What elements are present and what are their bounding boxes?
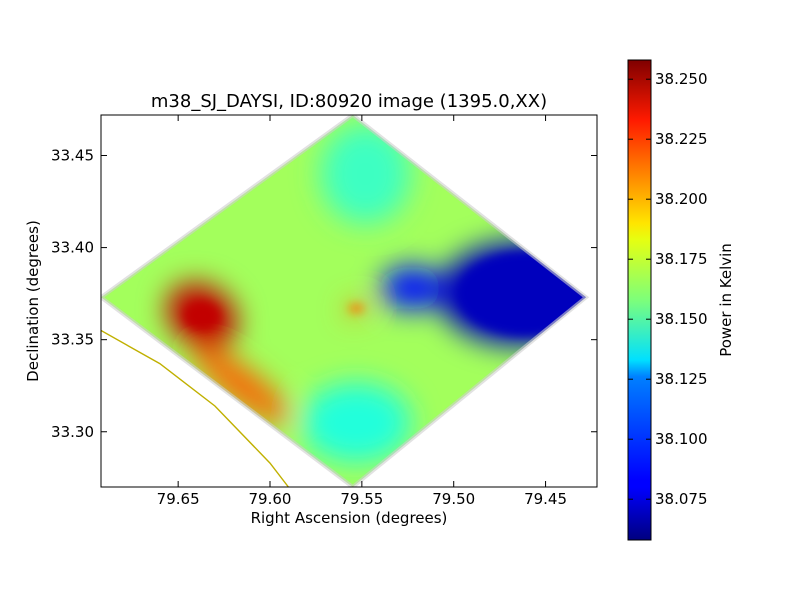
y-axis-label: Declination (degrees)	[24, 220, 42, 382]
y-tick-label: 33.40	[51, 239, 94, 257]
colorbar-gradient	[627, 59, 652, 541]
x-tick-label: 79.60	[249, 490, 292, 508]
x-axis-label: Right Ascension (degrees)	[251, 509, 448, 527]
colorbar-tick-label: 38.175	[655, 250, 708, 268]
colorbar-tick-label: 38.150	[655, 310, 708, 328]
colorbar-tick-label: 38.100	[655, 430, 708, 448]
y-tick-label: 33.30	[51, 423, 94, 441]
heatmap-warm-arm	[194, 346, 291, 425]
x-tick-label: 79.65	[157, 490, 200, 508]
contour-curve	[101, 329, 289, 487]
plot-frame	[100, 114, 598, 488]
x-tick-label: 79.45	[524, 490, 567, 508]
y-tick-label: 33.45	[51, 147, 94, 165]
colorbar-ticks: 38.075 38.100 38.125 38.150 38.175 38.200 38.2…	[628, 70, 708, 508]
heatmap-cyan-bottom	[301, 382, 412, 463]
colorbar-tick-label: 38.225	[655, 130, 708, 148]
x-tick-label: 79.50	[432, 490, 475, 508]
colorbar: 38.075 38.100 38.125 38.150 38.175 38.200 38.2…	[627, 59, 735, 541]
y-axis: 33.30 33.35 33.40 33.45	[51, 147, 597, 441]
heatmap-cold-core	[458, 251, 586, 336]
chart-title: m38_SJ_DAYSI, ID:80920 image (1395.0,XX)	[151, 91, 547, 112]
colorbar-tick-label: 38.200	[655, 190, 708, 208]
x-tick-label: 79.55	[340, 490, 383, 508]
footprint-edge	[101, 115, 590, 487]
colorbar-tick-label: 38.125	[655, 370, 708, 388]
heatmap-warm-core	[184, 301, 221, 330]
colorbar-tick-label: 38.075	[655, 490, 708, 508]
y-tick-label: 33.35	[51, 331, 94, 349]
colorbar-tick-label: 38.250	[655, 70, 708, 88]
colorbar-label: Power in Kelvin	[717, 243, 735, 357]
heatmap-image	[101, 115, 590, 487]
heatmap-center-spot	[348, 304, 365, 313]
x-axis: 79.65 79.60 79.55 79.50 79.45	[157, 115, 567, 508]
heatmap-cold-arm	[381, 266, 442, 311]
heatmap-cyan-top	[320, 123, 411, 224]
